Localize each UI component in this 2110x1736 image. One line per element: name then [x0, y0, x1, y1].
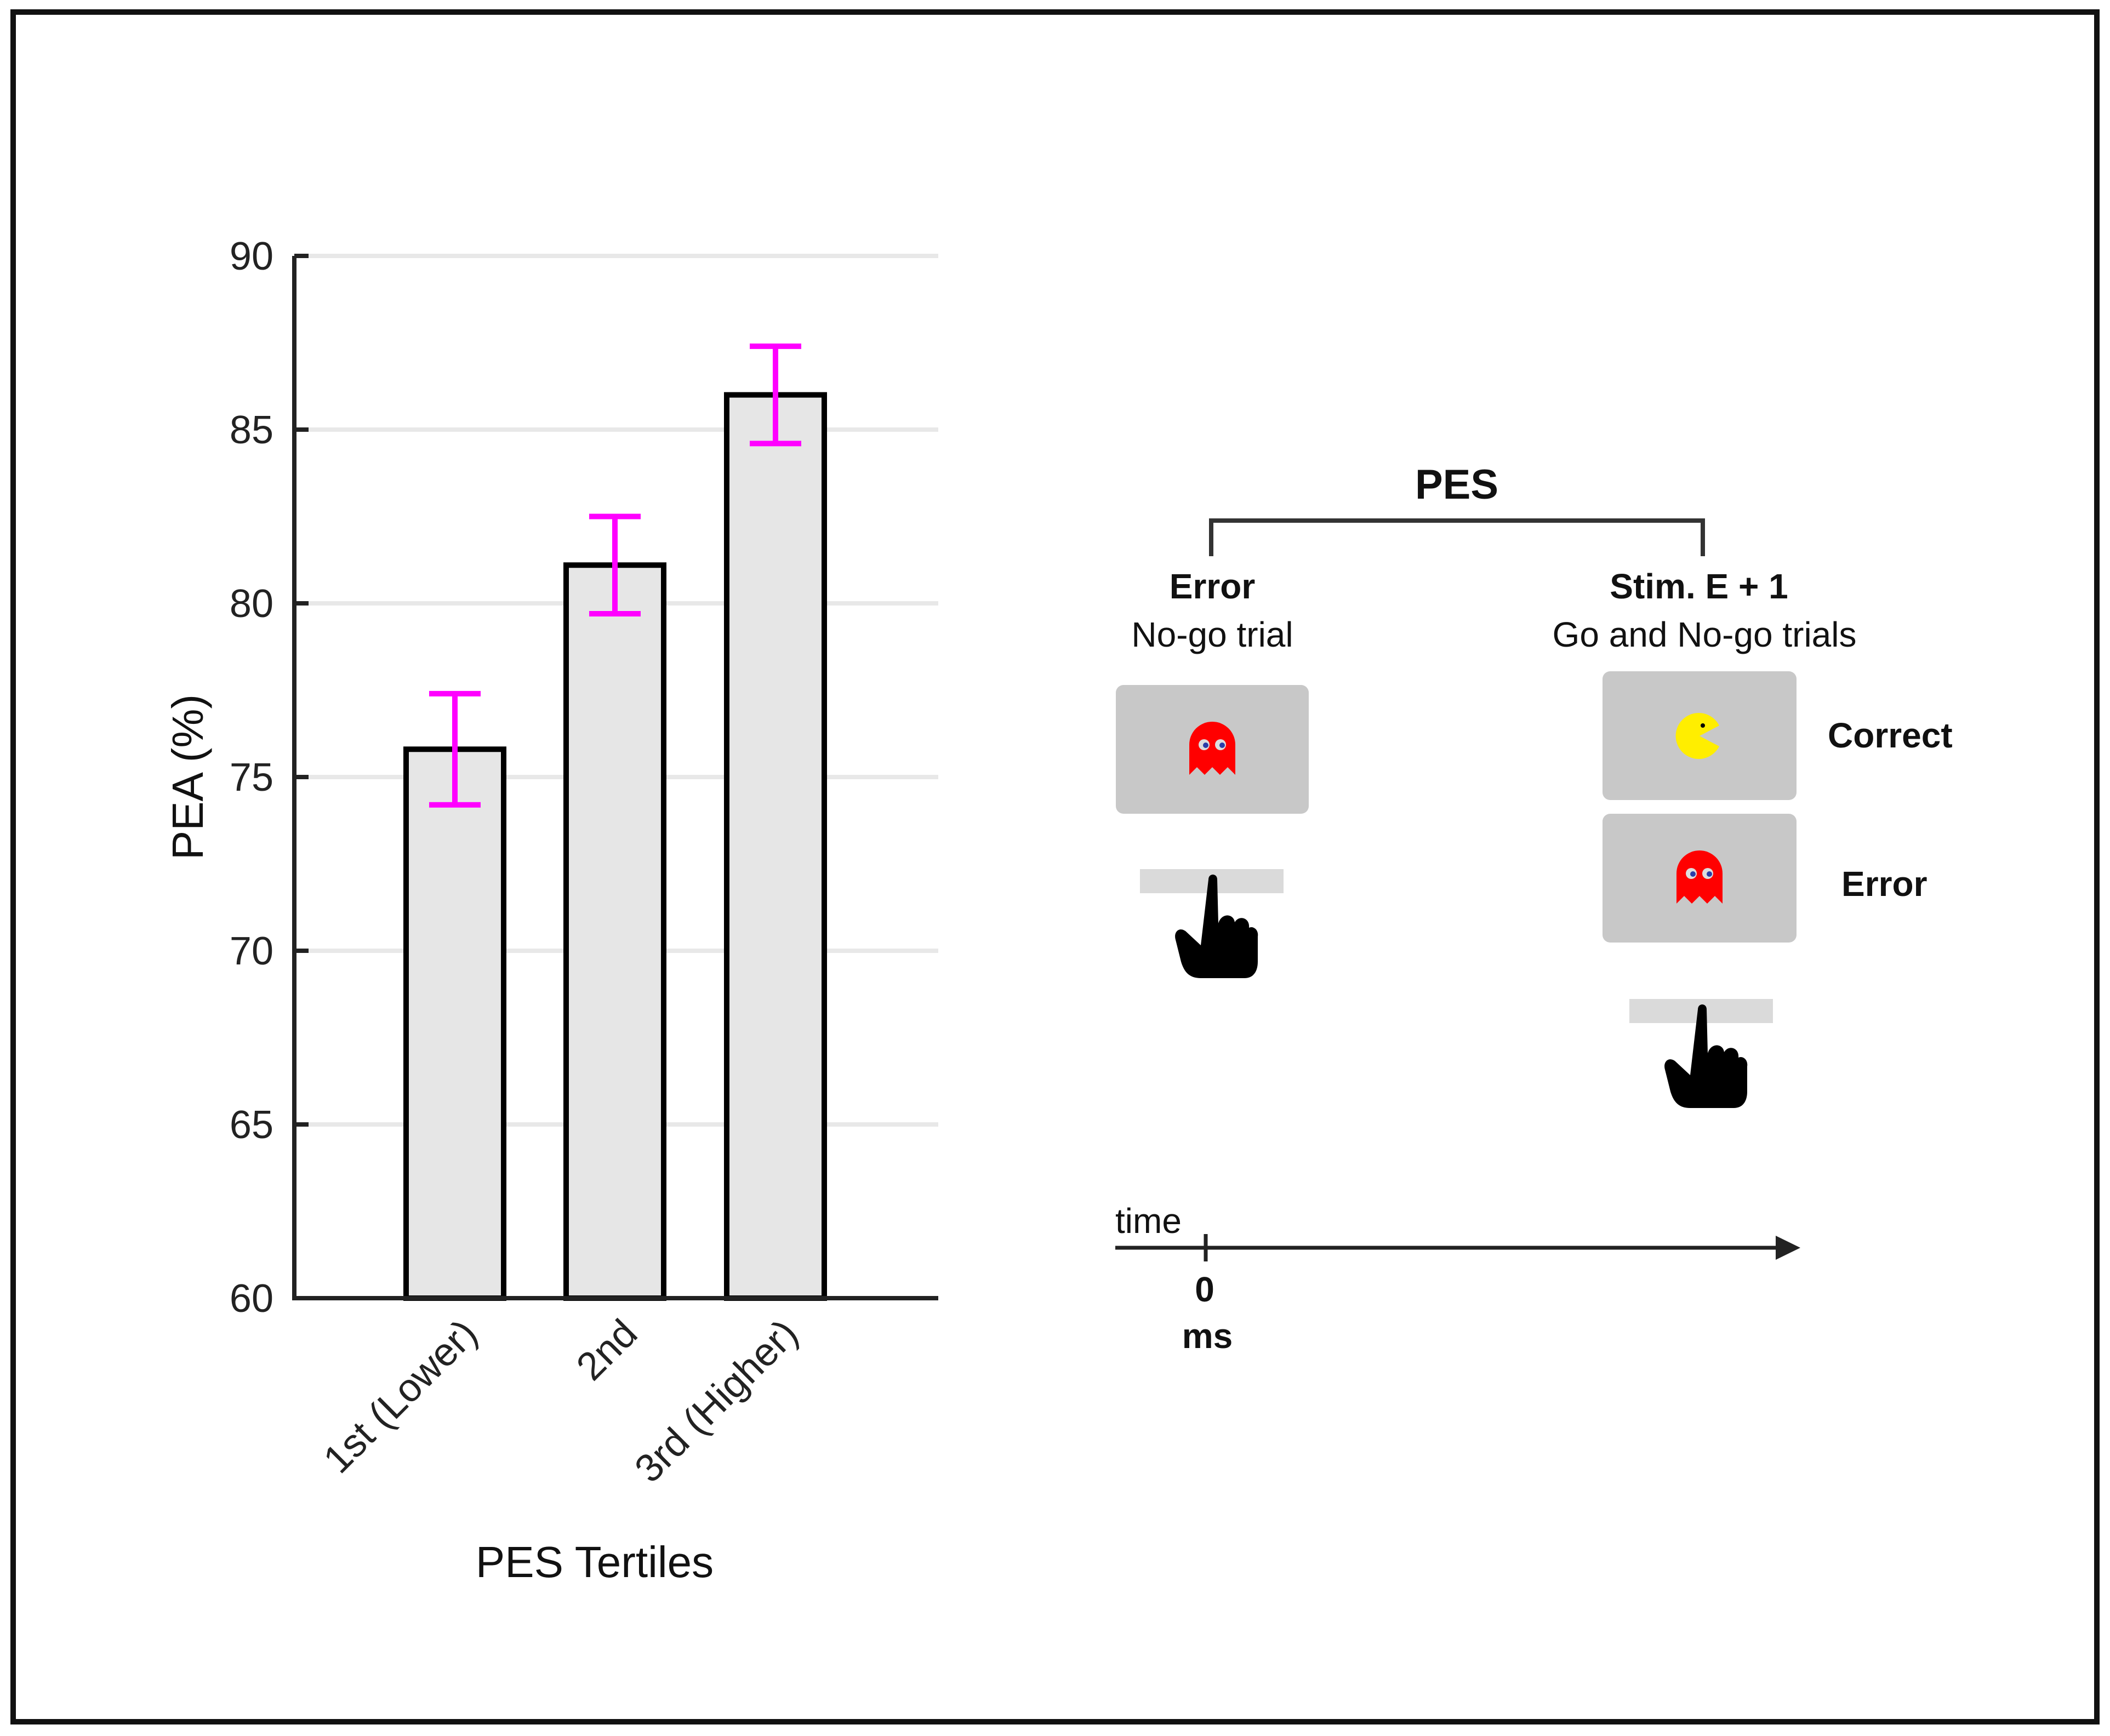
error-bars	[429, 343, 801, 808]
error-trial-subtitle: No-go trial	[1131, 615, 1293, 654]
outcome-label-correct: Correct	[1828, 716, 1953, 755]
ghost-icon	[1676, 850, 1723, 904]
ghost-icon	[1189, 722, 1235, 775]
error-trial-title: Error	[1170, 567, 1256, 606]
y-axis-title: PEA (%)	[163, 694, 212, 860]
pacman-icon	[1675, 713, 1719, 759]
x-axis-title: PES Tertiles	[476, 1538, 714, 1586]
timeline	[1115, 1234, 1800, 1261]
y-ticks: 60 65 70 75 80 85 90	[230, 235, 309, 1321]
y-tick-label: 90	[230, 235, 273, 278]
time-zero-label: 0	[1195, 1270, 1214, 1309]
time-label: time	[1115, 1201, 1182, 1241]
pointing-hand-icon	[1664, 1004, 1748, 1108]
next-trial-title: Stim. E + 1	[1610, 567, 1788, 606]
correct-outcome-screen	[1603, 671, 1797, 800]
y-tick-label: 70	[230, 929, 273, 973]
bar	[724, 392, 827, 1301]
task-diagram: PES Error No-go trial Stim. E + 1 Go and…	[1115, 461, 1953, 1356]
outcome-label-error: Error	[1841, 864, 1927, 904]
error-trial-screen	[1116, 685, 1309, 814]
y-tick-label: 75	[230, 756, 273, 800]
y-tick-label: 60	[230, 1277, 273, 1321]
bar	[563, 562, 666, 1301]
y-tick-label: 80	[230, 582, 273, 626]
pes-label: PES	[1415, 461, 1498, 508]
y-tick-label: 85	[230, 408, 273, 452]
error-outcome-screen	[1603, 814, 1797, 943]
bar	[403, 746, 506, 1301]
next-trial-subtitle: Go and No-go trials	[1553, 615, 1857, 654]
pes-bracket	[1209, 518, 1705, 556]
time-unit-label: ms	[1182, 1316, 1233, 1356]
pointing-hand-icon	[1175, 875, 1258, 978]
y-tick-label: 65	[230, 1103, 273, 1147]
arrow-right-icon	[1776, 1236, 1800, 1260]
gridlines	[294, 254, 938, 1127]
